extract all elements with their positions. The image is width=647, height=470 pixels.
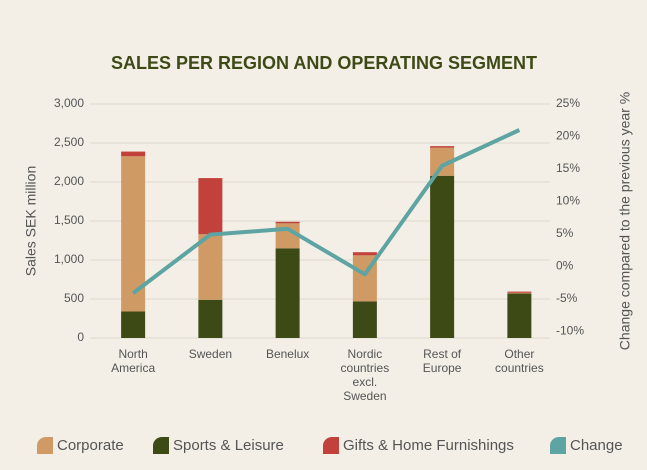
y-axis-label: Sales SEK million (23, 166, 39, 277)
bar-segment (507, 293, 532, 338)
y2-tick-label: 25% (556, 96, 580, 110)
bar-segment (198, 178, 223, 235)
x-tick-label: Benelux (265, 347, 310, 361)
y2-tick-label: 0% (556, 259, 574, 273)
y2-tick-label: 10% (556, 194, 580, 208)
chart-title: SALES PER REGION AND OPERATING SEGMENT (111, 53, 537, 73)
bar-segment (121, 151, 146, 157)
y-tick-label: 1,500 (54, 213, 84, 227)
y-tick-label: 0 (77, 330, 84, 344)
x-tick-label: Other countries (495, 347, 544, 375)
bar-segment (430, 175, 455, 338)
bar-segment (275, 248, 300, 338)
y2-tick-label: -10% (556, 324, 584, 338)
y2-tick-label: 15% (556, 161, 580, 175)
legend-swatch (323, 436, 339, 454)
legend-label: Sports & Leisure (173, 437, 284, 454)
legend-swatch (153, 436, 169, 454)
legend-swatch (550, 436, 566, 454)
y2-tick-label: 5% (556, 226, 574, 240)
legend-label: Gifts & Home Furnishings (343, 437, 514, 454)
bar-segment (198, 299, 223, 338)
y-tick-label: 1,000 (54, 252, 84, 266)
y-tick-label: 500 (64, 291, 84, 305)
x-tick-label: Sweden (188, 347, 233, 361)
y-tick-label: 3,000 (54, 96, 84, 110)
x-tick-label: Nordic countries excl. Sweden (340, 347, 390, 403)
bar-segment (352, 252, 377, 256)
y-tick-label: 2,500 (54, 135, 84, 149)
bar-segment (121, 311, 146, 338)
bar-segment (352, 301, 377, 338)
y2-axis-label: Change compared to the previous year % (617, 92, 633, 350)
bar-segment (507, 292, 532, 294)
y2-tick-label: 20% (556, 129, 580, 143)
bar-segment (507, 291, 532, 293)
bar-segment (275, 221, 300, 224)
legend-label: Corporate (57, 437, 124, 454)
change-line (131, 128, 521, 295)
bar-segment (430, 146, 455, 148)
bar-segment (198, 234, 223, 300)
legend-swatch (37, 436, 53, 454)
y-tick-label: 2,000 (54, 174, 84, 188)
y2-tick-label: -5% (556, 291, 578, 305)
x-tick-label: North America (111, 347, 156, 375)
legend-label: Change (570, 437, 623, 454)
x-tick-label: Rest of Europe (422, 347, 462, 375)
